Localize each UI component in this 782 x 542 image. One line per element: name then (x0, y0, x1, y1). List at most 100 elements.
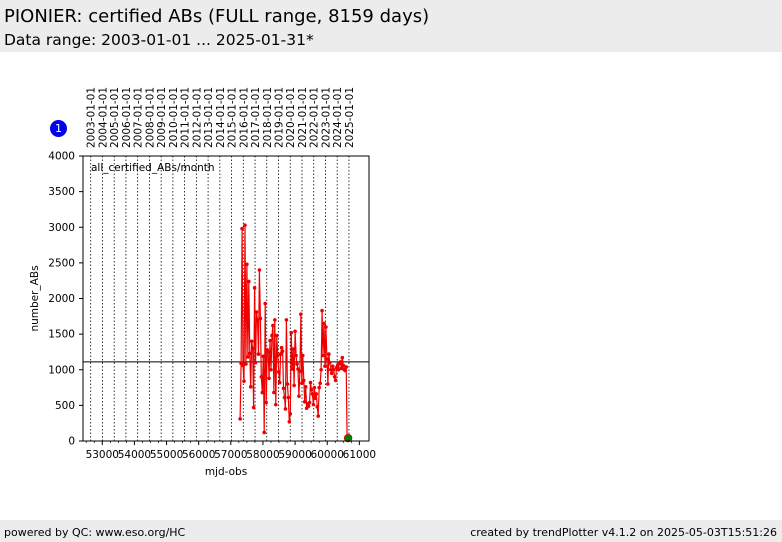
y-axis-label: number_ABs (29, 265, 41, 331)
data-point (291, 347, 295, 351)
data-point (251, 405, 256, 410)
x-tick-label: 53000 (86, 449, 119, 461)
data-point (300, 381, 304, 386)
data-point (258, 316, 263, 321)
data-point (330, 364, 335, 368)
data-range-subtitle: Data range: 2003-01-01 ... 2025-01-31* (4, 31, 314, 49)
data-point (254, 310, 259, 314)
data-point (275, 353, 280, 358)
data-point (241, 363, 245, 368)
page-title: PIONIER: certified ABs (FULL range, 8159… (4, 6, 430, 27)
data-point (336, 367, 341, 372)
data-point (269, 367, 273, 372)
data-point (289, 330, 294, 335)
data-point (255, 318, 260, 322)
x-tick-label: 54000 (118, 449, 151, 461)
data-point (270, 333, 274, 338)
data-point (318, 381, 322, 386)
data-point (320, 308, 324, 313)
data-point (279, 345, 284, 350)
data-point (267, 376, 271, 381)
data-point (314, 392, 319, 396)
year-label: 2014-01-01 (215, 87, 227, 148)
y-tick-label: 1000 (48, 364, 75, 376)
data-point (298, 369, 302, 373)
data-point (259, 375, 264, 379)
data-point (242, 379, 246, 383)
footer-powered-by[interactable]: powered by QC: www.eso.org/HC (4, 526, 186, 539)
header-bar: PIONIER: certified ABs (FULL range, 8159… (0, 0, 782, 52)
year-label: 2022-01-01 (309, 87, 321, 148)
data-point (325, 357, 329, 361)
data-point (276, 370, 281, 374)
data-point (340, 355, 345, 360)
data-point (240, 226, 244, 231)
data-point (294, 353, 298, 358)
data-point (328, 367, 333, 372)
data-point (264, 400, 268, 405)
data-point (260, 390, 265, 395)
data-point (292, 383, 296, 388)
year-label: 2015-01-01 (227, 87, 239, 148)
data-point (284, 318, 289, 322)
year-label: 2006-01-01 (121, 87, 133, 148)
year-label: 2007-01-01 (133, 87, 145, 148)
data-point (303, 385, 308, 389)
data-point (250, 346, 255, 351)
year-label: 2011-01-01 (180, 87, 192, 148)
year-label: 2009-01-01 (156, 87, 168, 148)
data-point (266, 350, 270, 354)
data-point (238, 417, 242, 421)
year-label: 2023-01-01 (320, 87, 332, 148)
data-point (313, 396, 318, 401)
year-label: 2013-01-01 (203, 87, 215, 148)
data-point (288, 412, 293, 416)
year-label: 2025-01-01 (344, 87, 356, 148)
data-point (338, 360, 343, 364)
data-point (247, 351, 252, 356)
year-label: 2019-01-01 (274, 87, 286, 148)
data-point (333, 378, 338, 383)
data-point (261, 354, 266, 359)
year-label: 2012-01-01 (191, 87, 203, 148)
year-label: 2017-01-01 (250, 87, 262, 148)
y-tick-label: 500 (55, 400, 75, 412)
year-label: 2010-01-01 (168, 87, 180, 148)
data-point (312, 385, 317, 390)
data-point (248, 385, 253, 389)
data-point (308, 380, 313, 385)
x-tick-label: 57000 (214, 449, 247, 461)
data-point (332, 375, 337, 379)
last-point-marker (343, 433, 353, 443)
x-tick-label: 58000 (246, 449, 279, 461)
year-label: 2018-01-01 (262, 87, 274, 148)
x-tick-label: 60000 (311, 449, 344, 461)
y-tick-label: 2000 (48, 293, 75, 305)
data-point (274, 402, 278, 407)
data-point (257, 268, 262, 272)
year-label: 2005-01-01 (109, 87, 121, 148)
data-point (262, 430, 267, 435)
data-point (321, 353, 325, 358)
year-label: 2021-01-01 (297, 87, 309, 148)
data-point (319, 367, 323, 372)
data-point (309, 387, 314, 392)
data-point (282, 395, 287, 400)
series-line (239, 225, 348, 439)
y-tick-label: 3000 (48, 222, 75, 234)
x-tick-label: 56000 (182, 449, 215, 461)
footer-bar: powered by QC: www.eso.org/HC created by… (0, 520, 782, 542)
data-point (280, 349, 285, 354)
data-point (329, 371, 334, 376)
data-point (271, 323, 275, 328)
data-point (253, 360, 258, 365)
data-point (290, 367, 294, 371)
data-point (285, 382, 290, 386)
plot-number-badge[interactable]: 1 (50, 120, 67, 137)
data-point (244, 362, 248, 366)
footer-created-by: created by trendPlotter v4.1.2 on 2025-0… (470, 526, 777, 539)
data-point (281, 386, 286, 391)
data-point (245, 262, 249, 267)
data-point (268, 338, 272, 343)
y-tick-label: 1500 (48, 329, 75, 341)
